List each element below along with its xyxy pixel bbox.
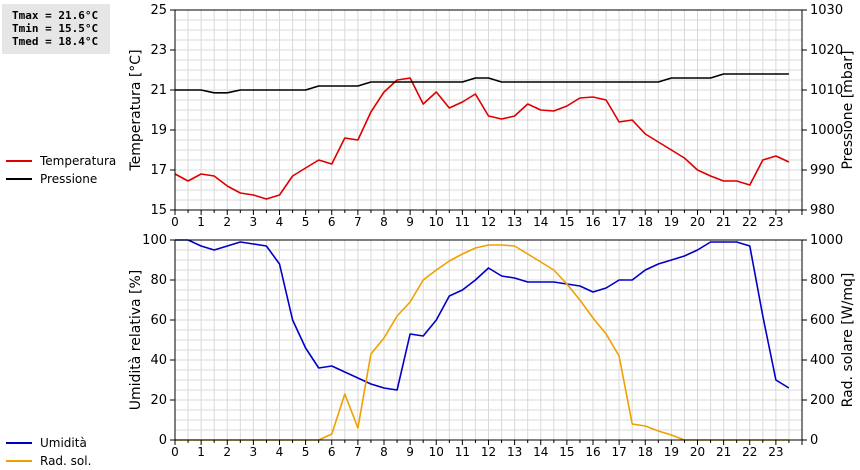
legend-label-temperature: Temperatura xyxy=(40,154,117,168)
bottom-x-tick-label: 14 xyxy=(533,445,548,459)
top-x-tick-label: 19 xyxy=(664,215,679,229)
top-x-tick-label: 9 xyxy=(406,215,414,229)
top-x-tick-label: 7 xyxy=(354,215,362,229)
top-y-left-tick-label: 17 xyxy=(150,163,167,178)
legend-swatch-humidity xyxy=(6,442,32,444)
tmin-text: Tmin = 15.5°C xyxy=(12,22,99,35)
bottom-x-tick-label: 7 xyxy=(354,445,362,459)
legend-item-temperature: Temperatura xyxy=(6,152,116,170)
bottom-y-left-tick-label: 60 xyxy=(150,313,167,328)
top-y-left-tick-label: 25 xyxy=(150,3,167,18)
bottom-x-tick-label: 15 xyxy=(559,445,574,459)
top-series-pressure-line xyxy=(175,73,789,94)
top-x-tick-label: 0 xyxy=(171,215,179,229)
bottom-y-right-tick-label: 400 xyxy=(810,353,835,368)
top-x-tick-label: 4 xyxy=(276,215,284,229)
legend-item-humidity: Umidità xyxy=(6,434,91,452)
bottom-y-right-tick-label: 200 xyxy=(810,393,835,408)
top-x-tick-label: 2 xyxy=(223,215,231,229)
legend-item-pressure: Pressione xyxy=(6,170,116,188)
legend-label-pressure: Pressione xyxy=(40,172,98,186)
top-x-tick-label: 17 xyxy=(611,215,626,229)
bottom-x-tick-label: 22 xyxy=(742,445,757,459)
top-x-tick-label: 12 xyxy=(481,215,496,229)
bottom-x-tick-label: 12 xyxy=(481,445,496,459)
top-x-tick-label: 10 xyxy=(429,215,444,229)
bottom-x-tick-label: 9 xyxy=(406,445,414,459)
legend-swatch-temperature xyxy=(6,160,32,162)
legend-swatch-radiation xyxy=(6,460,32,462)
tmed-text: Tmed = 18.4°C xyxy=(12,35,99,48)
top-x-tick-label: 1 xyxy=(197,215,205,229)
top-series-temperature-line xyxy=(174,77,790,200)
legend-swatch-pressure xyxy=(6,178,32,180)
bottom-x-tick-label: 20 xyxy=(690,445,705,459)
bottom-y-left-tick-label: 20 xyxy=(150,393,167,408)
bottom-x-tick-label: 19 xyxy=(664,445,679,459)
bottom-y-right-tick-label: 600 xyxy=(810,313,835,328)
top-x-tick-label: 16 xyxy=(585,215,600,229)
bottom-x-tick-label: 13 xyxy=(507,445,522,459)
top-x-tick-label: 11 xyxy=(455,215,470,229)
tmax-text: Tmax = 21.6°C xyxy=(12,9,99,22)
bottom-y-right-tick-label: 800 xyxy=(810,273,835,288)
top-x-tick-label: 6 xyxy=(328,215,336,229)
top-x-tick-label: 18 xyxy=(638,215,653,229)
bottom-x-tick-label: 8 xyxy=(380,445,388,459)
bottom-x-tick-label: 4 xyxy=(276,445,284,459)
top-y-left-tick-label: 15 xyxy=(150,203,167,218)
top-x-tick-label: 21 xyxy=(716,215,731,229)
top-x-tick-label: 15 xyxy=(559,215,574,229)
top-x-tick-label: 22 xyxy=(742,215,757,229)
legend-label-humidity: Umidità xyxy=(40,436,87,450)
bottom-y-left-tick-label: 0 xyxy=(159,433,167,448)
bottom-x-tick-label: 2 xyxy=(223,445,231,459)
top-y-right-tick-label: 1020 xyxy=(810,43,843,58)
bottom-y-left-tick-label: 80 xyxy=(150,273,167,288)
top-y-right-tick-label: 980 xyxy=(810,203,835,218)
bottom-x-tick-label: 1 xyxy=(197,445,205,459)
top-x-tick-label: 14 xyxy=(533,215,548,229)
top-x-tick-label: 13 xyxy=(507,215,522,229)
bottom-x-tick-label: 11 xyxy=(455,445,470,459)
bottom-y-right-tick-label: 1000 xyxy=(810,233,843,248)
bottom-y-left-tick-label: 40 xyxy=(150,353,167,368)
bottom-x-tick-label: 10 xyxy=(429,445,444,459)
top-x-tick-label: 5 xyxy=(302,215,310,229)
bottom-y-left-axis-title: Umidità relativa [%] xyxy=(128,270,144,411)
top-x-tick-label: 20 xyxy=(690,215,705,229)
bottom-x-tick-label: 0 xyxy=(171,445,179,459)
bottom-y-left-tick-label: 100 xyxy=(142,233,167,248)
top-y-left-tick-label: 23 xyxy=(150,43,167,58)
bottom-x-tick-label: 18 xyxy=(638,445,653,459)
bottom-x-tick-label: 6 xyxy=(328,445,336,459)
bottom-y-right-axis-title: Rad. solare [W/mq] xyxy=(840,273,856,408)
top-y-right-tick-label: 1000 xyxy=(810,123,843,138)
bottom-x-tick-label: 23 xyxy=(768,445,783,459)
top-y-right-tick-label: 1010 xyxy=(810,83,843,98)
top-y-left-tick-label: 21 xyxy=(150,83,167,98)
chart-canvas: 0 1 2 3 4 5 6 7 8 9 10 11 12 13 14 15 16 17 18 19 20 21 22 2315… xyxy=(128,3,856,459)
top-y-left-axis-title: Temperatura [°C] xyxy=(128,49,144,171)
top-y-right-tick-label: 990 xyxy=(810,163,835,178)
stats-box: Tmax = 21.6°C Tmin = 15.5°C Tmed = 18.4°… xyxy=(2,4,110,54)
top-x-tick-label: 8 xyxy=(380,215,388,229)
bottom-y-right-tick-label: 0 xyxy=(810,433,818,448)
legend-top: Temperatura Pressione xyxy=(6,152,116,188)
bottom-x-tick-label: 5 xyxy=(302,445,310,459)
bottom-x-tick-label: 17 xyxy=(611,445,626,459)
top-y-right-axis-title: Pressione [mbar] xyxy=(840,50,856,169)
bottom-x-tick-label: 3 xyxy=(250,445,258,459)
top-y-right-tick-label: 1030 xyxy=(810,3,843,18)
bottom-x-tick-label: 21 xyxy=(716,445,731,459)
top-y-left-tick-label: 19 xyxy=(150,123,167,138)
top-x-tick-label: 3 xyxy=(250,215,258,229)
top-x-tick-label: 23 xyxy=(768,215,783,229)
bottom-x-tick-label: 16 xyxy=(585,445,600,459)
bottom-series-humidity-line xyxy=(175,239,790,391)
